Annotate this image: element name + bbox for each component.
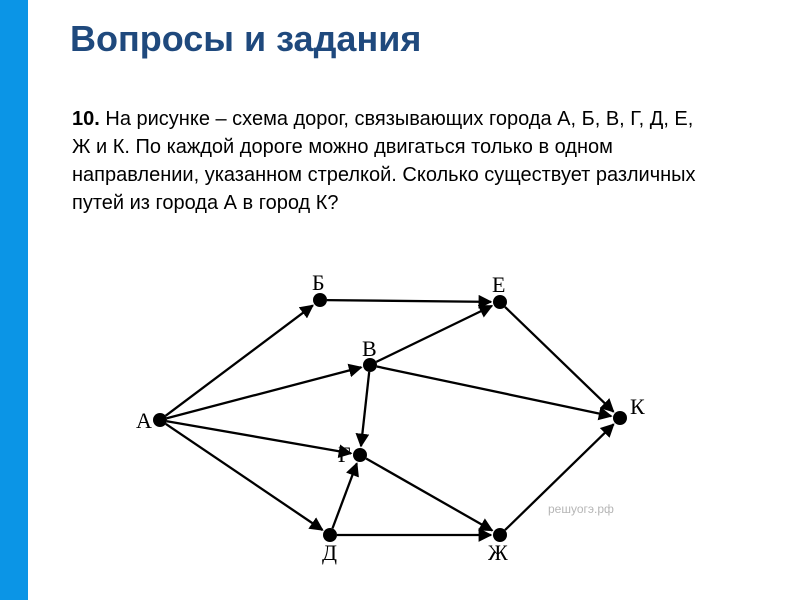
graph-node	[613, 411, 627, 425]
edge	[167, 421, 351, 453]
graph-node-label: Ж	[488, 540, 508, 565]
graph-node	[353, 448, 367, 462]
edge	[327, 300, 491, 302]
graph-node	[313, 293, 327, 307]
graph-node	[493, 295, 507, 309]
task-text-block: 10. На рисунке – схема дорог, связывающи…	[72, 105, 712, 217]
graph-node-label: Г	[338, 442, 351, 467]
task-body: На рисунке – схема дорог, связывающих го…	[72, 108, 696, 214]
graph-node	[153, 413, 167, 427]
graph-node-label: К	[630, 394, 645, 419]
road-graph: А Б В Г Д Е Ж Крешуогэ.рф	[130, 260, 650, 570]
graph-node-label: Д	[322, 540, 337, 565]
page-title: Вопросы и задания	[70, 18, 421, 60]
edge	[376, 306, 492, 362]
graph-node-label: В	[362, 336, 377, 361]
watermark: решуогэ.рф	[548, 502, 614, 516]
edge	[366, 459, 492, 531]
edge	[333, 463, 357, 528]
accent-stripe	[0, 0, 28, 600]
edge	[361, 372, 369, 446]
edge	[166, 424, 323, 530]
graph-node-label: А	[136, 408, 152, 433]
task-number: 10.	[72, 108, 100, 130]
graph-node-label: Б	[312, 270, 325, 295]
graph-node-label: Е	[492, 272, 505, 297]
